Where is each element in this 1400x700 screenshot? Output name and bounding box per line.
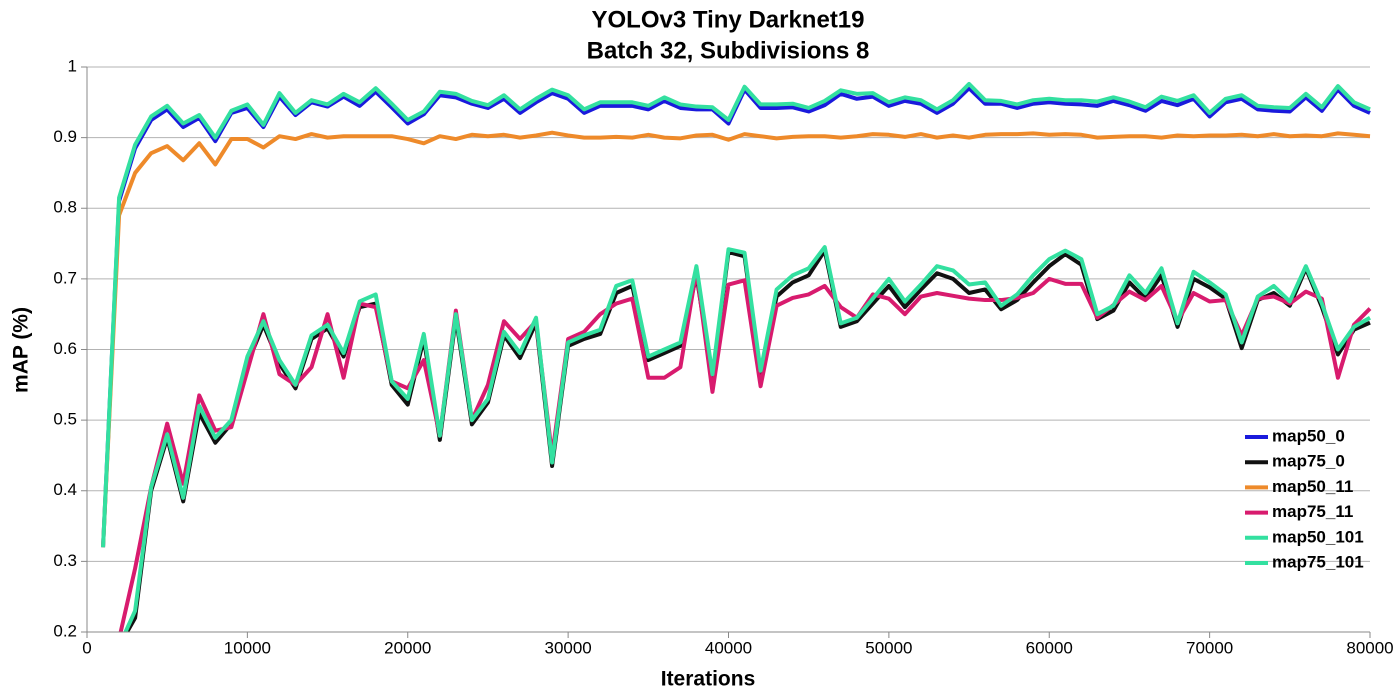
x-tick-label: 20000 (384, 638, 431, 657)
x-tick-label: 40000 (705, 638, 752, 657)
series-line (118, 268, 1372, 632)
series-line (101, 130, 1371, 548)
y-tick-label: 0.2 (53, 621, 77, 640)
legend: map50_0 map75_0 map50_11 map75_11 map50_101m… (1245, 426, 1364, 571)
legend-label: map50_101 (1272, 527, 1364, 546)
legend-label: map75_11 (1272, 502, 1353, 521)
series-line (101, 81, 1371, 548)
y-axis-label: mAP (%) (10, 307, 33, 393)
y-tick-label: 0.8 (53, 198, 77, 217)
x-tick-label: 70000 (1186, 638, 1233, 657)
y-tick-label: 0.6 (53, 339, 77, 358)
series-line (123, 245, 1371, 632)
grid: 0.2 0.3 0.4 0.5 0.6 0.7 0.8 0.9 1 0 10000 20000 3000… (53, 56, 1393, 657)
x-tick-label: 30000 (544, 638, 591, 657)
y-tick-label: 0.3 (53, 551, 77, 570)
plot-lines (101, 81, 1372, 632)
chart-subtitle: Batch 32, Subdivisions 8 (587, 37, 870, 64)
x-tick-label: 50000 (865, 638, 912, 657)
x-tick-label: 10000 (224, 638, 271, 657)
y-tick-label: 0.9 (53, 127, 77, 146)
legend-label: map50_0 (1272, 426, 1345, 445)
x-tick-label: 60000 (1026, 638, 1073, 657)
y-tick-label: 1 (68, 56, 77, 75)
y-tick-label: 0.5 (53, 410, 77, 429)
legend-label: map75_101 (1272, 552, 1364, 571)
legend-label: map75_0 (1272, 452, 1345, 471)
x-tick-label: 80000 (1346, 638, 1393, 657)
chart-title: YOLOv3 Tiny Darknet19 (592, 6, 865, 33)
x-tick-label: 0 (82, 638, 91, 657)
y-tick-label: 0.7 (53, 268, 77, 287)
x-axis-label: Iterations (661, 668, 756, 691)
y-tick-label: 0.4 (53, 480, 77, 499)
legend-label: map50_11 (1272, 477, 1353, 496)
